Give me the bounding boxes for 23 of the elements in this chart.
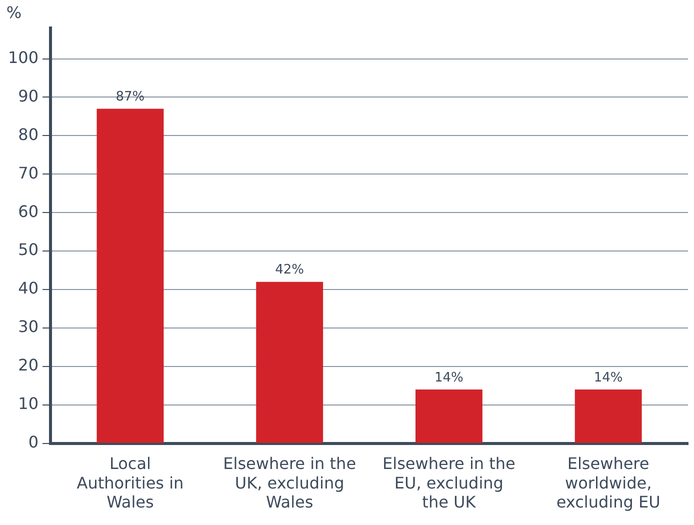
x-tick-label: Elsewhere in the EU, excluding the UK: [382, 454, 516, 512]
y-tick-label: 40: [18, 278, 39, 298]
y-tick-label: 30: [18, 317, 39, 336]
y-tick-label: 20: [18, 356, 39, 375]
y-tick-label: 90: [18, 86, 39, 106]
x-tick-label: Local Authorities in Wales: [76, 454, 184, 512]
y-tick-label: 60: [18, 202, 39, 221]
data-label: 42%: [275, 262, 304, 278]
bar: [574, 390, 642, 443]
y-axis-title: %: [6, 3, 22, 22]
bar: [96, 108, 164, 443]
x-tick-label: Elsewhere worldwide, excluding EU: [556, 454, 660, 512]
data-label: 14%: [434, 370, 464, 386]
y-tick-label: 80: [18, 124, 39, 144]
x-tick-label: Elsewhere in the UK, excluding Wales: [223, 454, 356, 512]
y-tick-label: 100: [8, 48, 39, 67]
y-tick-label: 70: [18, 163, 39, 182]
bar: [256, 282, 324, 443]
bar: [415, 390, 482, 443]
y-tick-label: 50: [18, 240, 39, 260]
y-tick-label: 0: [28, 432, 39, 452]
data-label: 14%: [594, 370, 623, 386]
y-tick-label: 10: [18, 394, 39, 414]
